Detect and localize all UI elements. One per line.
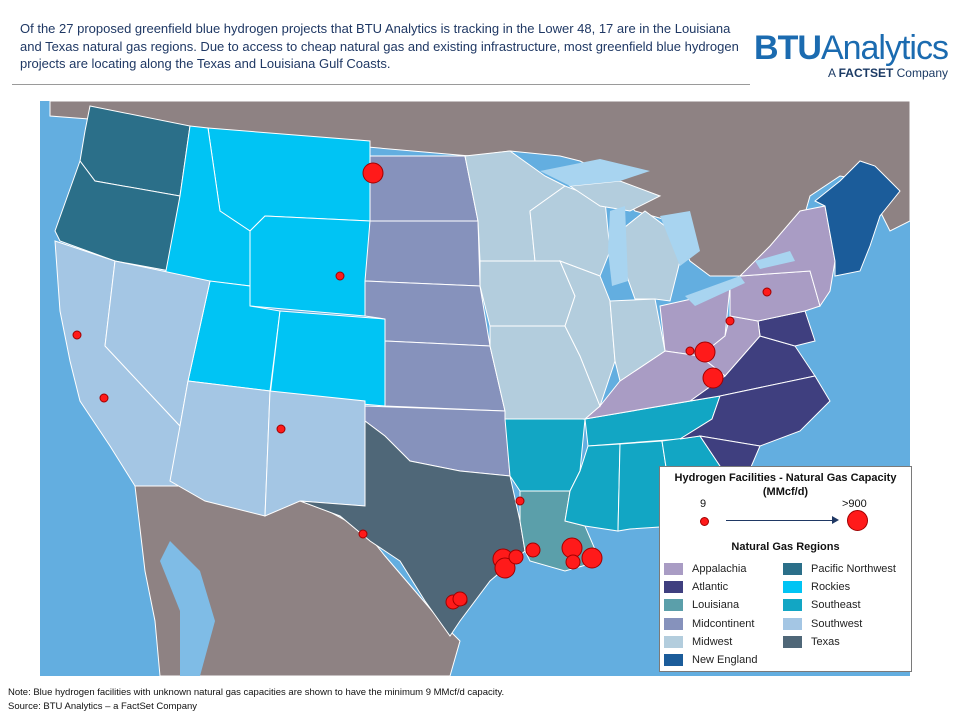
legend-region-swatch xyxy=(783,563,802,575)
legend-region-swatch xyxy=(783,635,802,648)
brand-name-rest: Analytics xyxy=(820,29,949,67)
brand-logo: BTUAnalytics A FACTSET Company xyxy=(728,29,949,80)
facility-marker xyxy=(335,271,345,281)
facility-marker xyxy=(725,316,735,326)
facility-marker xyxy=(685,346,695,356)
facility-marker xyxy=(565,554,581,570)
state-mi-up xyxy=(568,180,662,212)
legend-region-swatch xyxy=(783,599,802,612)
lake-michigan xyxy=(608,206,628,286)
facility-markers xyxy=(72,162,772,610)
state-il xyxy=(559,260,616,408)
legend-region-label: Southeast xyxy=(811,599,861,612)
legend-size-max-label: >900 xyxy=(842,498,867,510)
legend-region-label: Pacific Northwest xyxy=(811,563,896,575)
legend-region-label: Southwest xyxy=(811,617,863,630)
state-nm xyxy=(264,390,366,517)
facility-marker xyxy=(525,542,541,558)
headline-text: Of the 27 proposed greenfield blue hydro… xyxy=(20,21,739,71)
us-gas-region-map xyxy=(40,101,910,676)
facility-marker xyxy=(694,341,716,363)
facility-marker xyxy=(72,330,82,340)
lake-ontario xyxy=(755,251,795,269)
state-tx xyxy=(299,420,526,637)
legend-large-circle xyxy=(847,510,868,531)
legend-region-label: Texas xyxy=(811,635,840,648)
legend-region-swatch xyxy=(664,654,683,666)
legend-region-swatch xyxy=(664,563,683,575)
lake-superior xyxy=(540,159,650,186)
lake-huron xyxy=(660,211,700,266)
facility-marker xyxy=(702,367,724,389)
legend-title: Hydrogen Facilities - Natural Gas Capaci… xyxy=(674,472,897,498)
state-wi xyxy=(529,185,611,277)
legend-region-swatch xyxy=(783,581,802,594)
state-nd xyxy=(369,155,479,222)
lake-erie xyxy=(685,276,745,306)
legend-region-swatch xyxy=(664,581,683,594)
state-wy xyxy=(249,215,371,317)
state-mt xyxy=(207,127,371,232)
facility-marker xyxy=(452,591,468,607)
state-sd xyxy=(364,220,481,287)
brand-tag-bold: FACTSET xyxy=(838,66,894,80)
brand-tag-prefix: A xyxy=(827,66,839,80)
region-new-england xyxy=(814,160,901,277)
legend-regions-title: Natural Gas Regions xyxy=(731,541,840,553)
legend-region-swatch xyxy=(783,617,802,630)
footnote: Note: Blue hydrogen facilities with unkn… xyxy=(8,686,504,714)
facility-marker xyxy=(276,424,286,434)
legend-region-swatch xyxy=(664,635,683,648)
legend-region-label: Appalachia xyxy=(692,563,747,575)
brand-tag-suffix: Company xyxy=(893,66,948,80)
legend-region-label: Rockies xyxy=(811,581,851,594)
state-mi xyxy=(619,210,681,302)
legend-small-circle xyxy=(700,517,709,526)
legend-size-min-label: 9 xyxy=(700,498,707,510)
legend-region-swatch xyxy=(664,599,683,612)
facility-marker xyxy=(508,549,524,565)
header-divider xyxy=(12,84,750,85)
legend-arrow-head xyxy=(832,516,839,524)
legend-arrow xyxy=(726,520,836,521)
footnote-note: Note: Blue hydrogen facilities with unkn… xyxy=(8,687,505,698)
facility-marker xyxy=(362,162,384,184)
state-ia xyxy=(479,260,576,327)
facility-marker xyxy=(515,496,525,506)
legend-region-label: Louisiana xyxy=(692,599,740,612)
gulf-of-california xyxy=(160,541,215,676)
brand-tagline: A FACTSET Company xyxy=(728,66,948,80)
brand-name-bold: BTU xyxy=(754,29,822,67)
facility-marker xyxy=(762,287,772,297)
state-ks xyxy=(384,340,506,412)
brand-name: BTUAnalytics xyxy=(728,29,949,67)
facility-marker xyxy=(358,529,368,539)
facility-marker xyxy=(494,557,516,579)
legend-region-label: Atlantic xyxy=(692,581,729,594)
state-co xyxy=(269,310,386,407)
state-ar xyxy=(504,418,586,492)
facility-marker xyxy=(99,393,109,403)
legend-region-label: Midcontinent xyxy=(692,617,755,630)
legend-region-swatch xyxy=(664,617,683,630)
legend-region-label: Midwest xyxy=(692,635,733,648)
legend-region-label: New England xyxy=(692,654,758,666)
map-legend: Hydrogen Facilities - Natural Gas Capaci… xyxy=(659,466,912,672)
footnote-source: Source: BTU Analytics – a FactSet Compan… xyxy=(8,701,198,712)
facility-marker xyxy=(581,547,603,569)
